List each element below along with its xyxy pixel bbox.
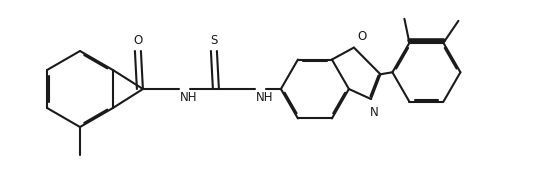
Text: O: O <box>358 30 367 42</box>
Text: O: O <box>133 34 143 47</box>
Text: NH: NH <box>256 91 273 104</box>
Text: NH: NH <box>180 91 197 104</box>
Text: S: S <box>210 34 218 47</box>
Text: N: N <box>369 106 378 119</box>
